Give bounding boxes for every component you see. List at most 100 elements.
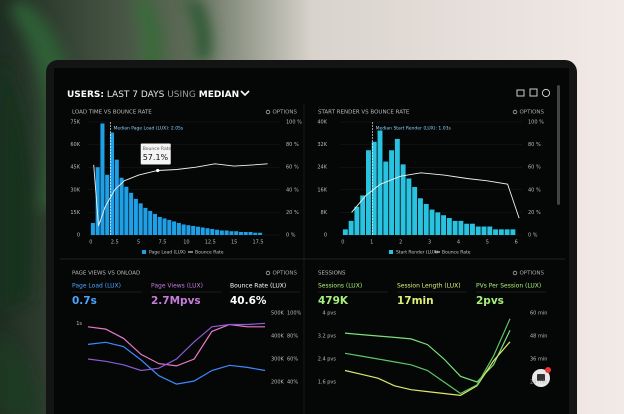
options-button[interactable]: OPTIONS <box>519 110 544 116</box>
bar <box>354 206 360 235</box>
x-tick-label: 5 <box>486 240 489 246</box>
icon-monitor[interactable] <box>516 89 525 97</box>
metric-name: PVs Per Session (LUX) <box>476 283 541 290</box>
bar <box>383 161 389 235</box>
y2-tick-label: 500K <box>271 311 285 317</box>
bar <box>446 218 452 235</box>
median-label: Median Start Render (LUX): 1.03s <box>376 126 452 132</box>
x-tick-label: 10 <box>183 240 189 246</box>
metric-value: 0.7s <box>72 295 97 307</box>
y2-tick-label: 20 % <box>286 210 299 216</box>
metric-value: 40.6% <box>230 295 267 307</box>
x-tick-label: 1 <box>370 240 373 246</box>
dropdown-chevron[interactable] <box>240 90 250 97</box>
bar <box>493 229 499 235</box>
bar <box>176 222 181 235</box>
header-range: LAST 7 DAYS <box>107 90 165 100</box>
y-tick-label: 32K <box>317 142 327 148</box>
y2-tick-label: 100 % <box>286 120 302 126</box>
y-tick-label: 60K <box>70 142 80 148</box>
y2-tick-label: 36 min <box>530 357 547 363</box>
y2-tick-label: 40 % <box>528 187 541 193</box>
bar <box>224 230 229 235</box>
y2-tick-label: 0 % <box>286 233 296 239</box>
bar <box>423 203 429 235</box>
x-tick-label: 0 <box>341 240 344 246</box>
tooltip-value: 57.1% <box>143 153 169 162</box>
legend-label: Bounce Rate <box>442 250 471 256</box>
options-button[interactable]: OPTIONS <box>272 110 297 116</box>
legend-label: Start Render (LUX) <box>396 250 438 256</box>
bar <box>186 225 191 235</box>
options-icon[interactable] <box>512 270 518 276</box>
bar <box>95 167 100 235</box>
bar <box>377 130 383 235</box>
x-tick-label: 7.5 <box>159 240 167 246</box>
bar <box>119 177 124 235</box>
y2-tick-label: 60 % <box>286 165 299 171</box>
bar <box>394 138 400 235</box>
bar <box>172 221 177 235</box>
bar <box>90 222 95 235</box>
y2-tick-label: 40 % <box>286 187 299 193</box>
x-tick-label: 2.5 <box>111 240 119 246</box>
y-tick-label: 16K <box>317 187 327 193</box>
metric-value: 2.7Mpvs <box>151 295 201 307</box>
y2-tick-label: 300K <box>271 357 285 363</box>
series-line <box>351 172 520 219</box>
tooltip <box>140 143 171 165</box>
options-button[interactable]: OPTIONS <box>519 271 544 277</box>
options-icon[interactable] <box>265 109 271 115</box>
x-tick-label: 3 <box>428 240 431 246</box>
bar <box>348 220 354 235</box>
panel-title: SESSIONS <box>318 271 346 277</box>
header-stat[interactable]: MEDIAN <box>199 90 239 100</box>
y2-tick-label: 80 % <box>286 142 299 148</box>
header-prefix: USERS: <box>67 90 104 100</box>
y-tick-label: 8K <box>321 210 328 216</box>
y-tick-label: 30K <box>70 187 80 193</box>
bar <box>366 150 371 235</box>
bar <box>138 203 143 235</box>
bar <box>238 231 243 235</box>
options-icon[interactable] <box>512 109 518 115</box>
metric-value: 479K <box>318 295 349 307</box>
icon-help[interactable] <box>541 88 551 98</box>
y2-tick-label: 80 % <box>528 142 541 148</box>
panel-title: PAGE VIEWS VS ONLOAD <box>72 271 140 277</box>
bar <box>133 198 138 235</box>
y-tick-label: 24K <box>317 165 327 171</box>
y-tick-label: 40K <box>317 120 327 126</box>
bar <box>167 219 172 235</box>
bar <box>229 231 234 235</box>
bar <box>143 207 148 235</box>
y-tick-label: 45K <box>70 165 80 171</box>
bar <box>435 212 441 235</box>
bar <box>181 224 186 235</box>
bar <box>464 223 470 235</box>
tooltip-point <box>156 168 160 173</box>
bar <box>243 231 248 235</box>
y-tick-label: 0 <box>77 233 80 239</box>
x-tick-label: 2 <box>399 240 402 246</box>
bar <box>162 218 167 235</box>
series-line <box>87 323 265 367</box>
x-tick-label: 12.5 <box>205 240 216 246</box>
options-icon[interactable] <box>265 270 271 276</box>
chat-badge <box>545 367 551 373</box>
screen <box>54 68 569 414</box>
x-tick-label: 4 <box>457 240 460 246</box>
legend-label: Page Load (LUX) <box>149 250 186 256</box>
y2-tick-label: 60 min <box>530 311 547 317</box>
x-tick-label: 17.5 <box>252 240 263 246</box>
options-button[interactable]: OPTIONS <box>272 271 297 277</box>
metric-name: Sessions (LUX) <box>318 283 362 290</box>
tooltip-title: Bounce Rate <box>143 146 172 152</box>
bar <box>195 226 200 235</box>
scrollbar[interactable] <box>557 85 560 205</box>
bar <box>487 226 493 235</box>
bar <box>109 132 115 235</box>
icon-image[interactable] <box>529 88 538 97</box>
y3-tick-label: 40% <box>287 380 298 386</box>
bar <box>152 213 158 235</box>
